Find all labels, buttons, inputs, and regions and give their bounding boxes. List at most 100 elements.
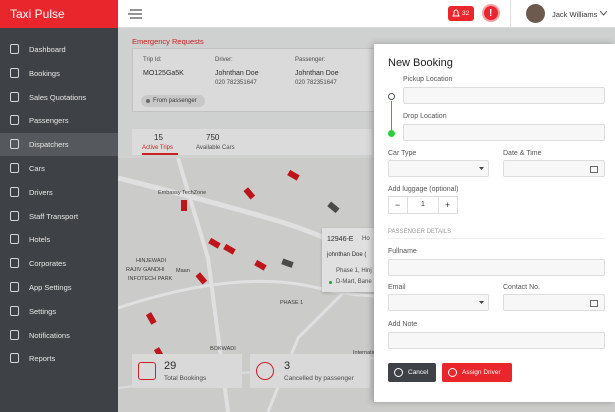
nav-icon: [10, 44, 19, 54]
nav-item[interactable]: Staff Transport: [0, 205, 118, 228]
nav-item[interactable]: Hotels: [0, 228, 118, 251]
button-label: Cancel: [408, 369, 429, 376]
field-label: Add Note: [388, 321, 418, 328]
sidebar: Dashboard Bookings Sales Quotations Passeng…: [0, 28, 118, 412]
nav-item[interactable]: Bookings: [0, 62, 118, 85]
section-title: Emergency Requests: [132, 37, 204, 46]
summary-label: Cancelled by passenger: [284, 375, 354, 382]
nav-label: Corporates: [29, 259, 67, 269]
top-bar: 32 ! Jack Williams: [118, 0, 615, 28]
nav-item[interactable]: Reports: [0, 347, 118, 370]
email-select[interactable]: [388, 294, 489, 311]
label: Passenger:: [295, 57, 326, 63]
pickup-dot: [388, 93, 395, 100]
nav-label: Dispatchers: [29, 140, 69, 150]
plus-button[interactable]: +: [438, 197, 457, 213]
nav-item[interactable]: Passengers: [0, 109, 118, 132]
luggage-stepper: − 1 +: [388, 196, 458, 214]
source-chip: From passenger: [141, 95, 205, 107]
dot: [329, 281, 332, 284]
nav-label: Staff Transport: [29, 211, 79, 221]
nav-icon: [10, 305, 19, 316]
nav-item[interactable]: Dispatchers: [0, 133, 118, 157]
contact-input[interactable]: [503, 294, 605, 311]
car-type-select[interactable]: [388, 160, 489, 177]
caret: [479, 301, 484, 304]
nav-label: Notifications: [29, 330, 70, 340]
avatar[interactable]: [526, 4, 545, 23]
map-label: BOKWADI: [210, 346, 236, 352]
nav-icon: [10, 91, 19, 102]
nav-label: Sales Quotations: [29, 92, 87, 102]
nav-item[interactable]: Cars: [0, 157, 118, 180]
nav-label: Cars: [29, 164, 45, 173]
popup-tag: Ho: [362, 236, 370, 242]
nav-icon: [10, 115, 19, 126]
minus-button[interactable]: −: [389, 197, 408, 213]
popup-stop: Phase 1, Hinj: [336, 268, 372, 274]
plus: +: [445, 200, 451, 210]
driver-phone: 020 782351647: [215, 80, 257, 86]
map-popup: 12946-E Ho johnthan Doe ( Phase 1, Hinj …: [322, 228, 382, 292]
nav-item[interactable]: Dashboard: [0, 38, 118, 61]
stat-label[interactable]: Active Trips: [142, 145, 174, 151]
map-label: PHASE 1: [280, 300, 304, 306]
stat-label[interactable]: Available Cars: [196, 145, 235, 151]
alert-button[interactable]: !: [482, 4, 500, 22]
drop-dot: [388, 130, 395, 137]
map-label: Maan: [176, 268, 190, 274]
nav-item[interactable]: Drivers: [0, 181, 118, 204]
nav-item[interactable]: Sales Quotations: [0, 86, 118, 109]
summary-card: 3 Cancelled by passenger: [250, 354, 370, 388]
nav-label: Reports: [29, 354, 56, 364]
driver-name: Johnthan Doe: [215, 70, 259, 77]
notification-count: 32: [462, 10, 470, 17]
calendar-icon: [590, 166, 598, 173]
emergency-card[interactable]: Trip Id: MO125Ga5K Driver: Johnthan Doe …: [132, 48, 382, 112]
date-input[interactable]: [503, 160, 605, 177]
nav-item[interactable]: Settings: [0, 300, 118, 323]
nav-icon: [10, 353, 19, 364]
source: From passenger: [153, 98, 197, 104]
icon: [448, 368, 457, 377]
notification-button[interactable]: 32: [448, 6, 474, 21]
field-label: Drop Location: [403, 113, 447, 120]
divider: [388, 238, 605, 239]
nav-item[interactable]: Notifications: [0, 324, 118, 347]
summary-card: 29 Total Bookings: [132, 354, 242, 388]
nav-icon: [10, 329, 19, 340]
note-input[interactable]: [388, 332, 605, 349]
cancel-button[interactable]: Cancel: [388, 363, 436, 382]
assign-button[interactable]: Assign Driver: [442, 363, 512, 382]
summary-label: Total Bookings: [164, 375, 207, 382]
field-label: Date & Time: [503, 150, 542, 157]
nav-label: Hotels: [29, 235, 51, 245]
trip-id: MO125Ga5K: [143, 70, 184, 77]
fullname-input[interactable]: [388, 259, 605, 276]
active-underline: [142, 153, 178, 155]
button-label: Assign Driver: [462, 369, 501, 376]
stat-value: 750: [206, 133, 220, 142]
summary-value: 3: [284, 360, 291, 372]
phone-icon: [590, 300, 598, 307]
field-label: Pickup Location: [403, 76, 453, 83]
field-label: Email: [388, 284, 406, 291]
map-label: RAJIV GANDHI: [126, 267, 165, 273]
menu-toggle[interactable]: [128, 9, 142, 19]
section-label: PASSENGER DETAILS: [388, 229, 452, 235]
nav-label: Bookings: [29, 68, 60, 78]
bell-icon: [452, 9, 460, 17]
divider: [510, 0, 511, 28]
chevron[interactable]: [600, 11, 607, 16]
icon: [256, 362, 274, 380]
drop-input[interactable]: [403, 124, 605, 141]
nav-item[interactable]: Corporates: [0, 252, 118, 275]
logo: Taxi Pulse: [10, 7, 65, 21]
stat-value: 15: [154, 133, 163, 142]
icon: [394, 368, 403, 377]
nav-label: Settings: [29, 306, 57, 316]
nav-icon: [10, 210, 19, 221]
user-name[interactable]: Jack Williams: [552, 10, 598, 19]
nav-item[interactable]: App Settings: [0, 276, 118, 299]
pickup-input[interactable]: [403, 87, 605, 104]
